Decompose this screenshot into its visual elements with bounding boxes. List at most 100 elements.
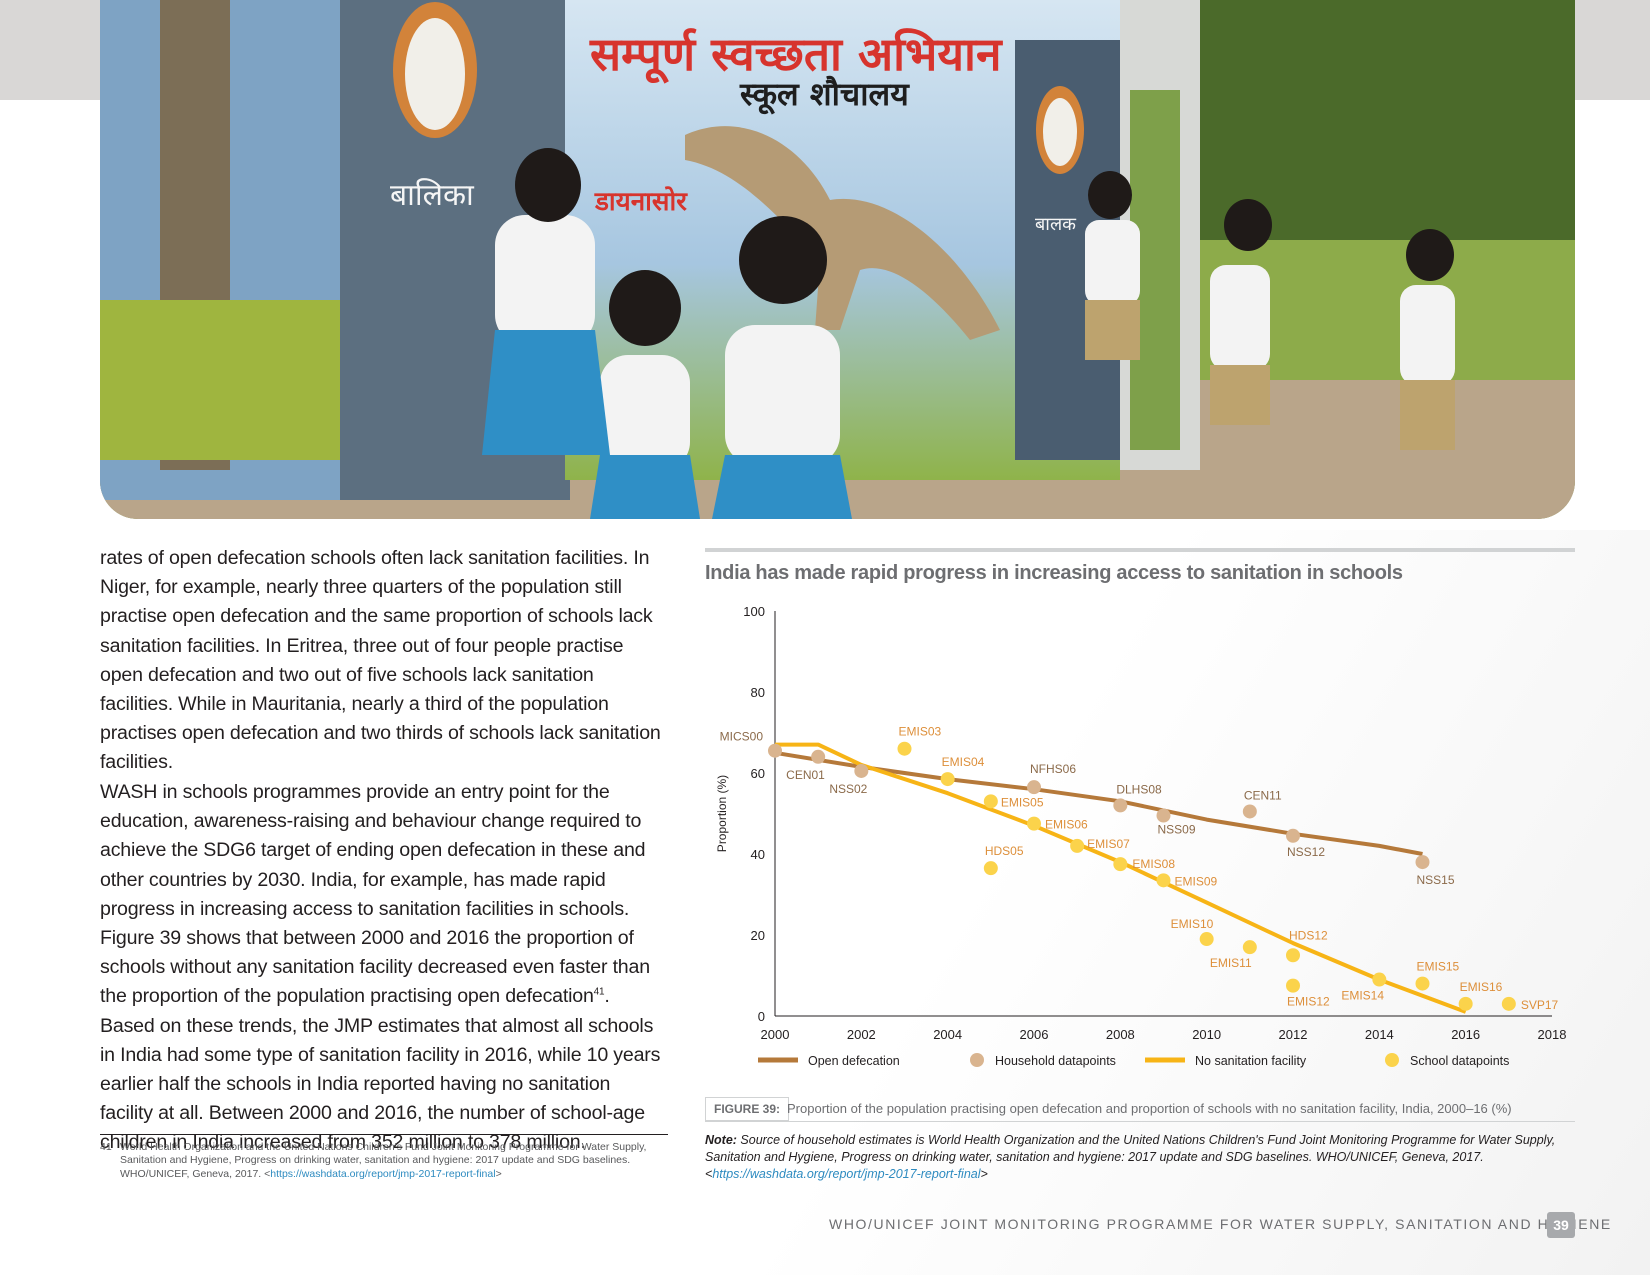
point-label-hds12: HDS12 [1289,928,1328,942]
school-point-emis07 [1070,838,1085,853]
footnote-tail: > [495,1167,502,1180]
figure-note: Note: Source of household estimates is W… [705,1132,1565,1183]
household-point-nss12 [1286,828,1300,843]
school-toilet-photo: बालिका सम्पूर्ण स्वच्छता अभियान स्कूल शौ… [100,0,1575,519]
household-point-cen11 [1242,804,1257,819]
door-label-boys: बालक [1035,214,1077,235]
x-tick-labels: 2000 2002 2004 2006 2008 2010 2012 2014 2016 2018 [761,1027,1567,1042]
point-label-nss09: NSS09 [1158,823,1196,837]
door-label-girls: बालिका [390,178,475,213]
data-points: MICS00 CEN01 NSS02 NFHS06 DLHS08 NSS09 CEN11 NS… [720,725,1559,1012]
point-label-emis09: EMIS09 [1175,874,1218,888]
body-paragraph-2-part-a: WASH in schools programmes provide an en… [100,781,650,1008]
mural-sign-main: सम्पूर्ण स्वच्छता अभियान [589,27,1003,84]
point-label-emis03: EMIS03 [899,725,942,739]
y-tick-label: 100 [743,604,765,619]
school-point-emis05 [983,794,998,809]
household-point-nss09 [1156,808,1171,823]
legend-swatch-dot [970,1053,984,1067]
point-label-emis16: EMIS16 [1460,980,1503,994]
footnote-reference[interactable]: 41 [593,986,605,998]
y-tick-label: 60 [751,766,765,781]
school-point-emis03 [897,741,912,756]
x-tick-label: 2004 [933,1027,962,1042]
point-label-cen01: CEN01 [786,768,825,782]
body-paragraph-2-part-b: . Based on these trends, the JMP estimat… [100,985,661,1154]
point-label-nss15: NSS15 [1417,873,1455,887]
point-label-emis06: EMIS06 [1045,818,1088,832]
household-point-dlhs08 [1113,798,1128,813]
note-link[interactable]: https://washdata.org/report/jmp-2017-rep… [712,1167,981,1181]
point-label-emis07: EMIS07 [1087,837,1130,851]
sanitation-chart: Proportion (%) 0 20 40 60 80 100 2000 2002 2004… [715,604,1567,1068]
household-point-cen01 [811,749,826,764]
footnote-body: World Health Organization and the United… [120,1141,647,1180]
y-tick-label: 40 [751,847,765,862]
point-label-emis08: EMIS08 [1132,857,1175,871]
school-point-hds05 [983,861,998,876]
mural-sign-sub: स्कूल शौचालय [739,75,910,115]
chart-legend: Open defecation Household datapoints No sa… [758,1053,1509,1068]
y-tick-label: 80 [751,685,765,700]
point-label-nss12: NSS12 [1287,845,1325,859]
footnote-rule [100,1134,668,1135]
point-label-emis14: EMIS14 [1341,989,1384,1003]
legend-label: No sanitation facility [1195,1054,1307,1068]
school-point-emis14 [1372,972,1387,987]
footnote-number: 41 [100,1141,112,1153]
x-tick-label: 2014 [1365,1027,1394,1042]
legend-label: Open defecation [808,1054,900,1068]
chart-background [690,530,1650,1275]
x-tick-label: 2008 [1106,1027,1135,1042]
point-label-nss02: NSS02 [829,782,867,796]
point-label-cen11: CEN11 [1244,788,1282,802]
point-label-emis15: EMIS15 [1417,960,1460,974]
note-prefix: Note: [705,1133,737,1147]
running-footer: WHO/UNICEF JOINT MONITORING PROGRAMME FO… [829,1216,1612,1232]
household-point-nss15 [1415,855,1430,870]
y-tick-label: 0 [758,1009,765,1024]
household-point-mics00 [768,743,782,758]
chart-top-rule [705,548,1575,552]
y-tick-labels: 0 20 40 60 80 100 [743,604,765,1024]
x-tick-label: 2012 [1279,1027,1308,1042]
footnote-link[interactable]: https://washdata.org/report/jmp-2017-rep… [270,1167,496,1180]
mural-dinosaur-label: डायनासोर [594,186,688,217]
school-point-hds12 [1286,948,1300,963]
school-point-emis15 [1415,976,1430,991]
point-label-svp17: SVP17 [1521,998,1559,1012]
point-label-emis05: EMIS05 [1001,795,1044,809]
school-point-emis08 [1113,857,1128,872]
school-point-emis16 [1458,996,1473,1011]
point-label-emis12: EMIS12 [1287,995,1330,1009]
x-tick-label: 2006 [1020,1027,1049,1042]
y-axis-label: Proportion (%) [715,775,729,852]
note-text: Source of household estimates is World H… [705,1133,1556,1181]
footnote-text: World Health Organization and the United… [120,1141,668,1181]
school-point-emis12 [1286,978,1300,993]
y-tick-label: 20 [751,928,765,943]
figure-caption: Proportion of the population practising … [787,1101,1512,1116]
school-point-emis04 [940,772,955,787]
point-label-emis11: EMIS11 [1210,956,1252,970]
school-point-emis10 [1199,932,1214,947]
legend-swatch-dot [1385,1053,1399,1067]
footnote: 41 World Health Organization and the Uni… [100,1141,668,1181]
figure-label: FIGURE 39: [705,1097,790,1121]
point-label-emis04: EMIS04 [942,755,985,769]
x-tick-label: 2010 [1192,1027,1221,1042]
point-label-nfhs06: NFHS06 [1030,762,1076,776]
household-point-nfhs06 [1027,780,1041,795]
note-tail: > [980,1167,988,1181]
page-number: 39 [1547,1212,1575,1238]
body-paragraph-1: rates of open defecation schools often l… [100,547,661,774]
legend-label: School datapoints [1410,1054,1509,1068]
point-label-mics00: MICS00 [720,730,764,744]
point-label-dlhs08: DLHS08 [1116,782,1162,796]
x-tick-label: 2002 [847,1027,876,1042]
x-tick-label: 2000 [761,1027,790,1042]
chart-title: India has made rapid progress in increas… [705,562,1403,584]
school-point-emis06 [1027,816,1041,831]
x-tick-label: 2018 [1538,1027,1567,1042]
school-point-emis09 [1156,873,1171,888]
